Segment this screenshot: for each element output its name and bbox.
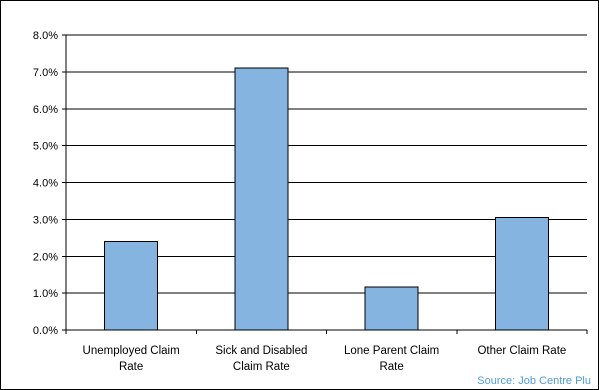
y-tick-label: 0.0% — [33, 325, 58, 337]
y-tick-label: 6.0% — [33, 104, 58, 116]
bar — [234, 67, 289, 331]
y-tick-label: 7.0% — [33, 67, 58, 79]
y-tick-label: 3.0% — [33, 214, 58, 226]
y-tick-label: 5.0% — [33, 141, 58, 153]
x-category-label: Unemployed Claim Rate — [83, 345, 180, 373]
x-category-label: Sick and Disabled Claim Rate — [215, 345, 307, 373]
y-tick-label: 2.0% — [33, 251, 58, 263]
y-tick-label: 8.0% — [33, 30, 58, 42]
bar — [364, 286, 419, 331]
source-note: Source: Job Centre Plu — [477, 375, 591, 387]
x-category-label: Lone Parent Claim Rate — [344, 345, 439, 373]
y-tick-label: 4.0% — [33, 178, 58, 190]
bar — [494, 217, 549, 331]
bar — [104, 241, 159, 331]
x-category-label: Other Claim Rate — [477, 345, 566, 357]
y-tick-label: 1.0% — [33, 288, 58, 300]
